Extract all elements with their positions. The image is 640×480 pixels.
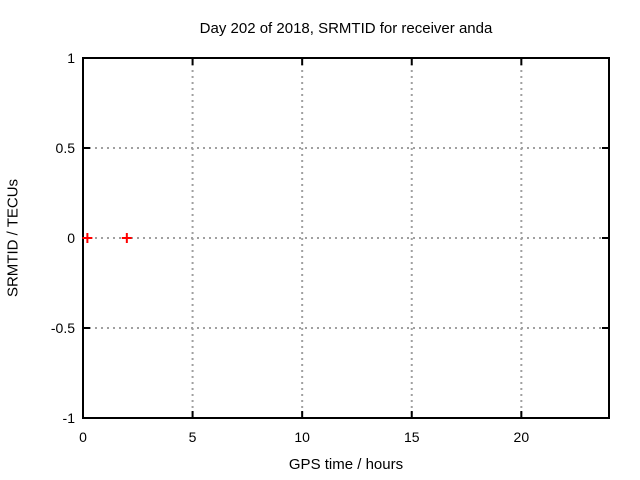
y-tick-label: 0.5 [55,140,75,156]
x-tick-label: 0 [79,429,87,445]
x-tick-label: 20 [513,429,530,445]
chart-title: Day 202 of 2018, SRMTID for receiver and… [199,20,493,37]
x-tick-label: 5 [188,429,197,445]
y-tick-label: -0.5 [50,320,75,336]
y-tick-label: 0 [67,230,75,246]
x-tick-label: 10 [294,429,310,445]
x-axis-label: GPS time / hours [288,456,404,473]
x-tick-label: 15 [403,429,420,445]
y-tick-label: -1 [62,410,75,426]
y-tick-label: 1 [67,50,75,66]
